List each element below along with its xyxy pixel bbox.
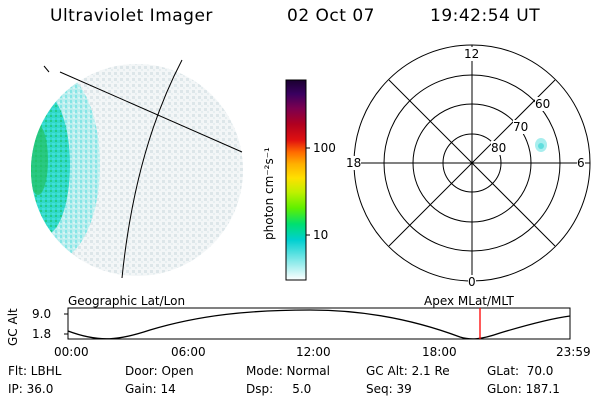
track-x-tick-2359: 23:59 [556, 345, 591, 359]
info-dsp: Dsp: 5.0 [246, 382, 312, 396]
colorbar-tick-10: 10 [313, 228, 329, 242]
track-x-tick-0600: 06:00 [171, 345, 206, 359]
page-title: Ultraviolet Imager [50, 6, 213, 26]
header-date: 02 Oct 07 [287, 6, 375, 26]
info-seq: Seq: 39 [366, 382, 412, 396]
track-left-label: Geographic Lat/Lon [68, 294, 186, 308]
track-right-label: Apex MLat/MLT [424, 294, 514, 308]
info-mode: Mode: Normal [246, 364, 330, 378]
mlt-label-12: 12 [464, 47, 480, 61]
lat-label-60: 60 [535, 97, 551, 111]
header-time: 19:42:54 UT [430, 6, 541, 26]
track-x-tick-0000: 00:00 [54, 345, 89, 359]
mlt-label-18: 18 [346, 156, 362, 170]
track-line [59, 71, 243, 153]
colorbar-tick-100: 100 [313, 141, 336, 155]
track-x-tick-1800: 18:00 [422, 345, 457, 359]
mlt-label-6: 6 [577, 156, 585, 170]
mlt-label-0: 0 [468, 275, 476, 289]
terminator-line [121, 59, 183, 279]
altitude-curve [67, 309, 571, 340]
track-y-tick-1-8: 1.8 [32, 327, 52, 341]
info-glat: GLat: 70.0 [487, 364, 554, 378]
info-glon: GLon: 187.1 [487, 382, 560, 396]
info-filter: Flt: LBHL [8, 364, 62, 378]
info-gain: Gain: 14 [125, 382, 176, 396]
info-ip: IP: 36.0 [8, 382, 54, 396]
lat-label-70: 70 [513, 120, 529, 134]
track-x-tick-1200: 12:00 [296, 345, 331, 359]
track-y-tick-9: 9.0 [32, 307, 52, 321]
info-door: Door: Open [125, 364, 194, 378]
lat-label-80: 80 [491, 141, 507, 155]
track-y-axis-label: GC Alt [6, 308, 20, 346]
info-gc-alt: GC Alt: 2.1 Re [366, 364, 450, 378]
